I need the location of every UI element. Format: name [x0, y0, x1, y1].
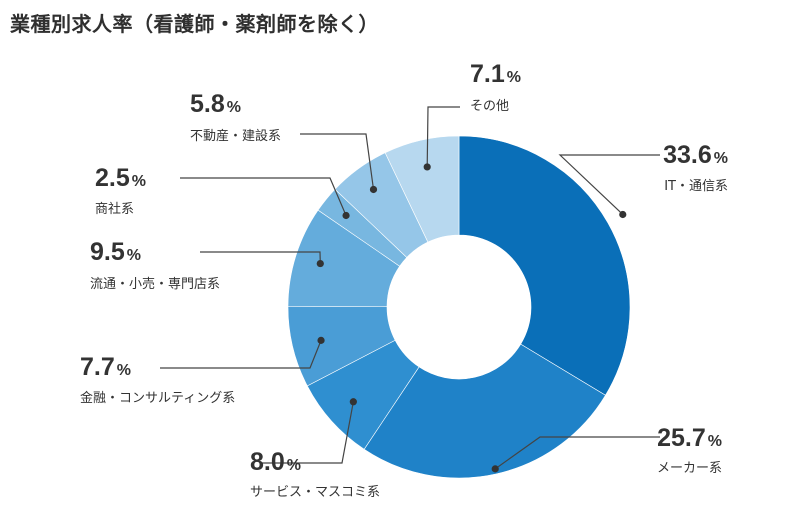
leader-line-7	[426, 106, 460, 167]
category-label-1: メーカー系	[657, 461, 722, 476]
category-label-7: その他	[470, 99, 509, 114]
category-label-0: IT・通信系	[664, 179, 728, 194]
value-label-3: 7.7%	[80, 353, 131, 381]
leader-line-0	[558, 154, 660, 215]
category-label-4: 流通・小売・専門店系	[90, 276, 220, 292]
leader-dot-6	[369, 185, 378, 194]
leader-dot-0	[619, 210, 627, 219]
leader-line-3	[160, 340, 322, 369]
leader-dot-7	[423, 163, 431, 171]
value-label-7: 7.1%	[470, 60, 521, 88]
category-label-3: 金融・コンサルティング系	[80, 390, 235, 406]
value-label-1: 25.7%	[657, 424, 722, 452]
category-label-2: サービス・マスコミ系	[250, 485, 380, 500]
leader-line-1	[494, 436, 660, 470]
donut-hole	[387, 235, 531, 379]
chart-title: 業種別求人率（看護師・薬剤師を除く）	[10, 12, 379, 36]
category-label-5: 商社系	[95, 201, 134, 217]
leader-dot-3	[317, 336, 325, 344]
value-label-2: 8.0%	[250, 448, 301, 476]
leader-line-2	[260, 401, 354, 464]
leader-dot-5	[342, 211, 350, 220]
leader-line-6	[300, 133, 375, 190]
value-label-0: 33.6%	[663, 141, 728, 169]
leader-dot-1	[491, 465, 499, 473]
value-label-5: 2.5%	[95, 164, 146, 192]
value-label-6: 5.8%	[190, 90, 241, 118]
leader-line-5	[180, 177, 347, 216]
category-label-6: 不動産・建設系	[190, 128, 281, 144]
leader-dot-4	[316, 259, 324, 268]
leader-line-4	[200, 251, 321, 264]
value-label-4: 9.5%	[90, 238, 141, 266]
leader-dot-2	[349, 398, 357, 406]
